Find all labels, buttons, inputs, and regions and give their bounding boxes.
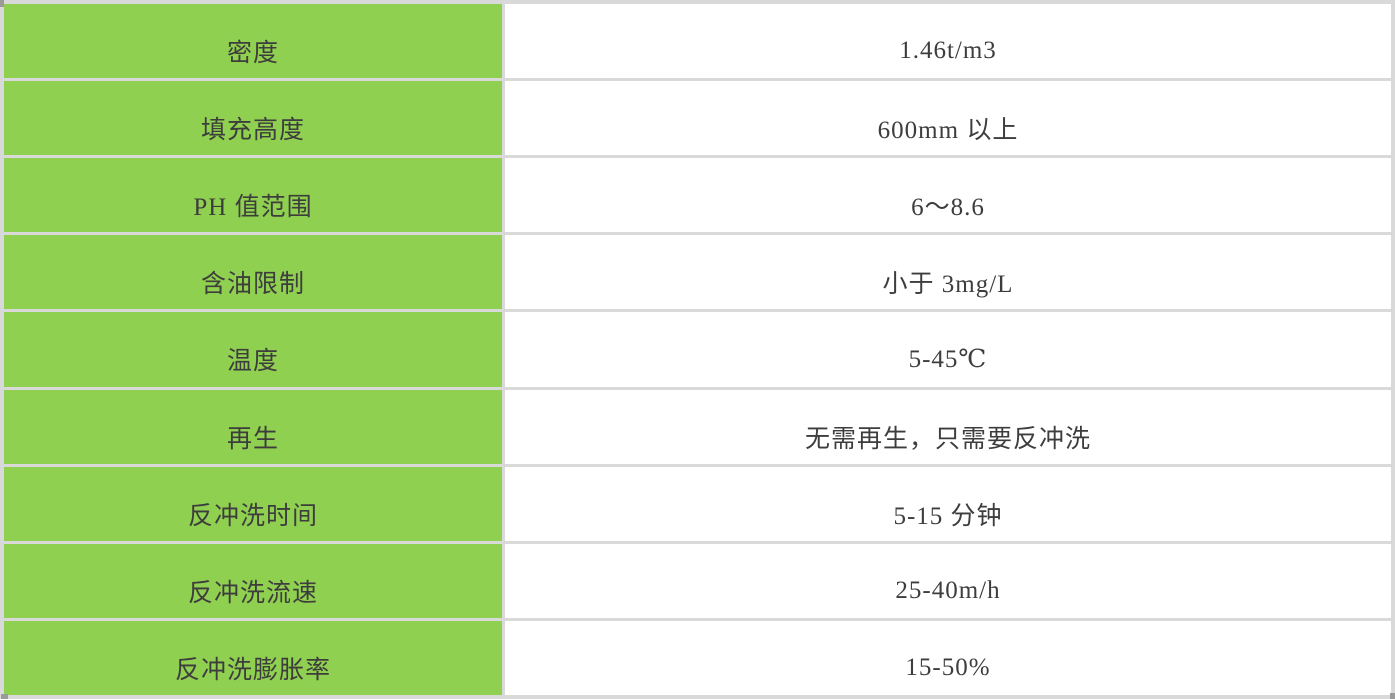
table-row: 再生 无需再生，只需要反冲洗 xyxy=(0,386,1395,467)
spec-label-density: 密度 xyxy=(0,0,505,81)
table-row: 密度 1.46t/m3 xyxy=(0,0,1395,81)
table-row: 含油限制 小于 3mg/L xyxy=(0,232,1395,313)
spec-label-backwash-expansion: 反冲洗膨胀率 xyxy=(0,618,505,699)
spec-label-ph-range: PH 值范围 xyxy=(0,154,505,236)
corner-mark-bottom-right xyxy=(1390,693,1395,699)
spec-value-regeneration: 无需再生，只需要反冲洗 xyxy=(502,386,1395,467)
spec-value-backwash-time: 5-15 分钟 xyxy=(502,463,1395,545)
corner-mark-top-left xyxy=(0,0,4,7)
spec-value-density: 1.46t/m3 xyxy=(502,0,1395,81)
table-row: 反冲洗膨胀率 15-50% xyxy=(0,618,1395,699)
spec-value-backwash-flow: 25-40m/h xyxy=(502,541,1395,622)
spec-value-temperature: 5-45℃ xyxy=(502,309,1395,390)
table-row: 反冲洗时间 5-15 分钟 xyxy=(0,463,1395,545)
spec-label-regeneration: 再生 xyxy=(0,386,505,467)
table-row: 填充高度 600mm 以上 xyxy=(0,77,1395,158)
spec-label-backwash-time: 反冲洗时间 xyxy=(0,463,505,545)
table-row: 反冲洗流速 25-40m/h xyxy=(0,541,1395,622)
table-row: PH 值范围 6～8.6 xyxy=(0,154,1395,236)
table-row: 温度 5-45℃ xyxy=(0,309,1395,390)
corner-mark-bottom-left xyxy=(1,694,8,699)
spec-label-backwash-flow: 反冲洗流速 xyxy=(0,541,505,622)
spec-value-oil-limit: 小于 3mg/L xyxy=(502,232,1395,313)
spec-value-ph-range: 6～8.6 xyxy=(502,154,1395,236)
spec-label-temperature: 温度 xyxy=(0,309,505,390)
spec-value-backwash-expansion: 15-50% xyxy=(502,618,1395,699)
spec-label-oil-limit: 含油限制 xyxy=(0,232,505,313)
spec-label-fill-height: 填充高度 xyxy=(0,77,505,158)
spec-value-fill-height: 600mm 以上 xyxy=(502,77,1395,158)
